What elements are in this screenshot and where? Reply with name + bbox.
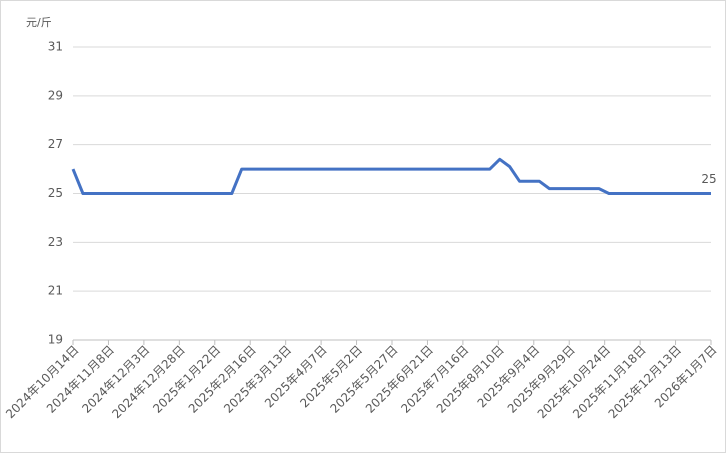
y-axis-title: 元/斤 [26,16,52,29]
y-tick-label: 25 [48,186,63,200]
y-tick-label: 23 [48,235,63,249]
y-tick-label: 19 [48,333,63,347]
data-line [71,157,711,195]
y-tick-label: 27 [48,137,63,151]
data-label: 25 [701,172,716,186]
y-tick-label: 21 [48,284,63,298]
y-tick-label: 31 [48,40,63,54]
y-tick-label: 29 [48,88,63,102]
